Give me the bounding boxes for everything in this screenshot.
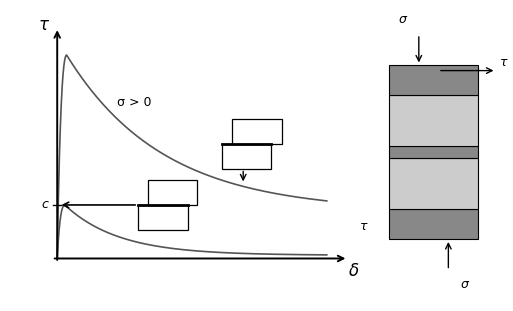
- Bar: [389, 95, 478, 146]
- Bar: [148, 180, 198, 205]
- Bar: [389, 158, 478, 209]
- Bar: [232, 119, 282, 144]
- Text: σ > 0: σ > 0: [116, 96, 151, 109]
- Bar: [389, 146, 478, 158]
- Text: σ: σ: [461, 278, 468, 291]
- Bar: [222, 144, 271, 169]
- Text: δ: δ: [349, 262, 359, 280]
- Text: c: c: [42, 198, 49, 211]
- Text: τ: τ: [39, 16, 49, 34]
- Text: τ: τ: [500, 56, 507, 69]
- Text: σ: σ: [399, 13, 407, 26]
- Bar: [389, 65, 478, 95]
- Text: τ: τ: [360, 220, 367, 233]
- Bar: [389, 209, 478, 239]
- Text: σ = 0: σ = 0: [138, 206, 173, 219]
- Bar: [138, 205, 188, 230]
